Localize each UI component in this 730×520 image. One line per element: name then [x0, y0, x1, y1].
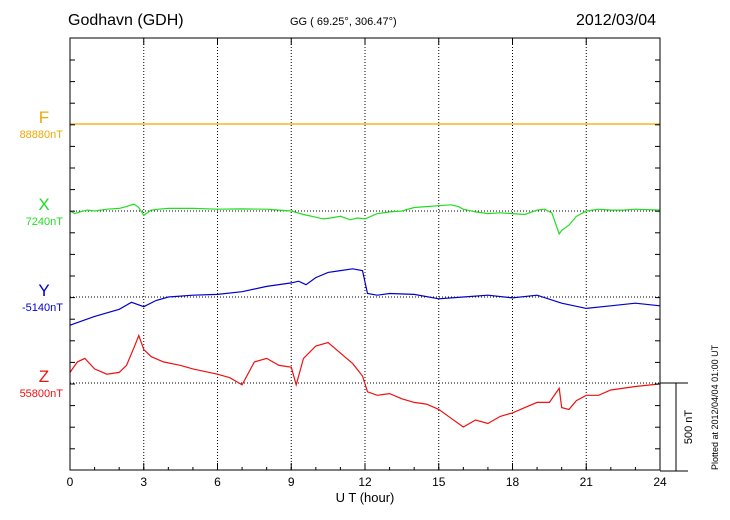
series-z-line — [69, 333, 661, 428]
station-coordinates: GG ( 69.25°, 306.47°) — [290, 16, 397, 28]
axis-ticks — [69, 38, 661, 470]
component-f-label: F — [38, 108, 50, 127]
x-tick-label-21: 21 — [580, 475, 594, 489]
series-y-line — [69, 268, 661, 326]
x-tick-label-12: 12 — [358, 475, 372, 489]
scale-bar-label: 500 nT — [683, 410, 695, 445]
component-y-baseline-value: -5140nT — [22, 302, 63, 314]
x-tick-label-0: 0 — [67, 475, 74, 489]
component-x-label: X — [38, 195, 50, 214]
x-tick-label-6: 6 — [214, 475, 221, 489]
x-tick-label-9: 9 — [288, 475, 295, 489]
plot-date: 2012/03/04 — [576, 12, 657, 29]
x-tick-label-3: 3 — [140, 475, 147, 489]
series-lines — [69, 123, 661, 428]
x-tick-labels: 0 3 6 9 12 15 18 21 24 — [67, 475, 667, 489]
x-tick-label-24: 24 — [653, 475, 667, 489]
x-tick-label-15: 15 — [432, 475, 446, 489]
component-z-label: Z — [38, 367, 50, 386]
grid-lines — [143, 38, 587, 470]
component-x-baseline-value: 7240nT — [25, 216, 63, 228]
component-f-baseline-value: 88880nT — [19, 129, 63, 141]
scale-bar: 500 nT — [660, 382, 695, 472]
station-title: Godhavn (GDH) — [68, 12, 184, 29]
component-z-baseline-value: 55800nT — [19, 388, 63, 400]
x-tick-label-18: 18 — [506, 475, 520, 489]
component-y-label: Y — [38, 281, 50, 300]
series-x-line — [69, 203, 661, 236]
x-axis-title: U T (hour) — [336, 490, 395, 505]
